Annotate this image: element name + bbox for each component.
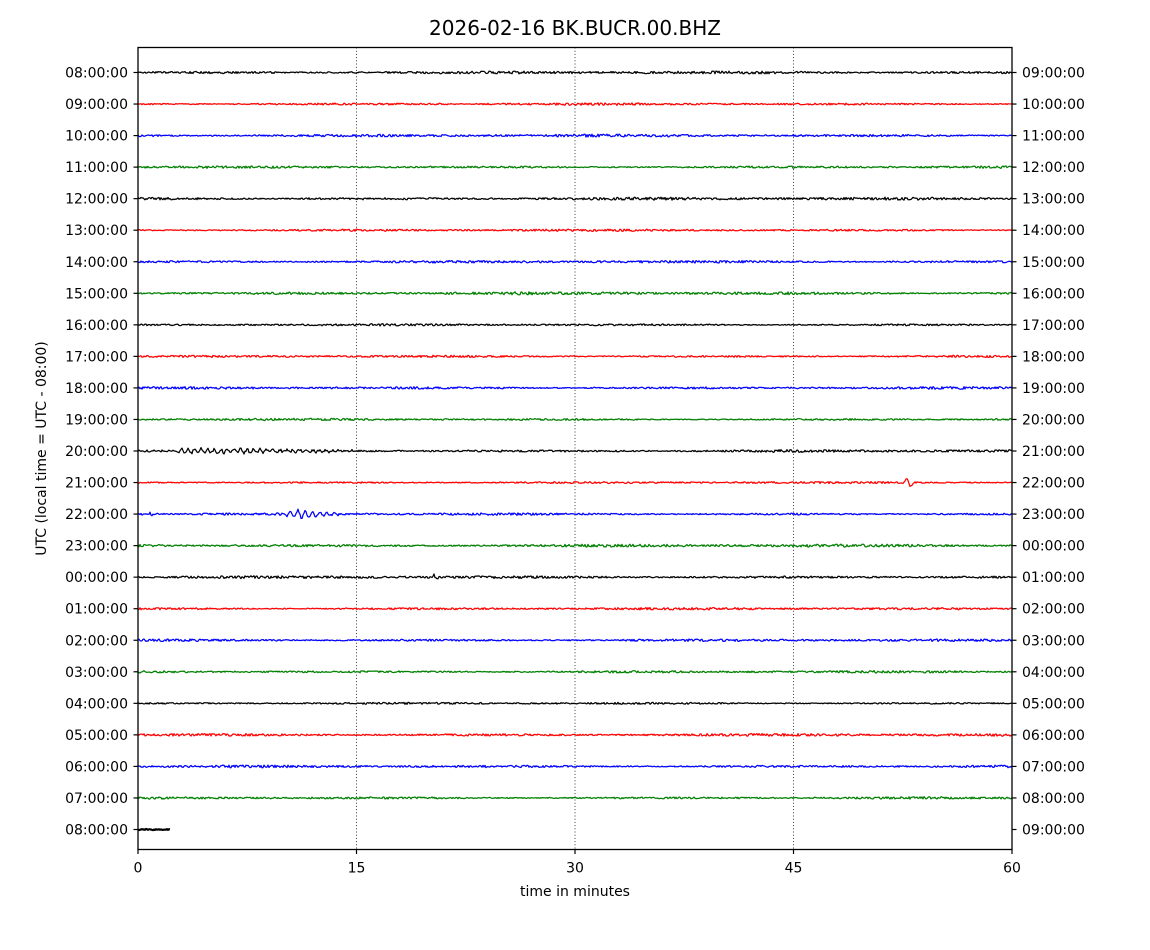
trace-190000-utc <box>137 417 1013 422</box>
trace-100000-utc <box>137 133 1013 138</box>
right-time-label-7: 16:00:00 <box>1022 286 1085 302</box>
chart-title: 2026-02-16 BK.BUCR.00.BHZ <box>429 16 721 40</box>
left-time-label-2: 10:00:00 <box>65 129 128 145</box>
left-time-label-14: 22:00:00 <box>65 507 128 523</box>
trace-130000-utc <box>137 228 1013 233</box>
left-time-label-21: 05:00:00 <box>65 728 128 744</box>
left-time-label-7: 15:00:00 <box>65 286 128 302</box>
left-time-label-22: 06:00:00 <box>65 759 128 775</box>
trace-170000-utc <box>137 354 1013 359</box>
right-time-label-13: 22:00:00 <box>1022 476 1085 492</box>
trace-010000-utc <box>137 606 1013 611</box>
left-time-label-23: 07:00:00 <box>65 791 128 807</box>
x-tick-label-60: 60 <box>1003 861 1021 877</box>
left-time-label-8: 16:00:00 <box>65 318 128 334</box>
right-time-label-18: 03:00:00 <box>1022 633 1085 649</box>
trace-110000-utc <box>138 165 1013 170</box>
trace-220000-utc <box>138 508 1013 520</box>
trace-180000-utc <box>137 386 1013 390</box>
right-time-label-5: 14:00:00 <box>1022 223 1085 239</box>
trace-200000-utc <box>137 446 1013 455</box>
trace-080000-utc <box>137 70 1013 75</box>
right-time-label-4: 13:00:00 <box>1022 192 1085 208</box>
left-time-label-19: 03:00:00 <box>65 665 128 681</box>
x-tick-label-0: 0 <box>134 861 143 877</box>
right-time-label-20: 05:00:00 <box>1022 696 1085 712</box>
trace-070000-utc <box>137 796 1013 800</box>
trace-060000-utc <box>137 764 1013 769</box>
right-time-label-23: 08:00:00 <box>1022 791 1085 807</box>
right-time-label-3: 12:00:00 <box>1022 160 1085 176</box>
trace-030000-utc <box>137 669 1013 674</box>
left-time-label-15: 23:00:00 <box>65 539 128 555</box>
left-time-label-5: 13:00:00 <box>65 223 128 239</box>
left-time-label-1: 09:00:00 <box>65 97 128 113</box>
left-time-label-12: 20:00:00 <box>65 444 128 460</box>
right-time-label-16: 01:00:00 <box>1022 570 1085 586</box>
left-time-label-0: 08:00:00 <box>65 66 128 82</box>
right-time-label-1: 10:00:00 <box>1022 97 1085 113</box>
right-time-label-0: 09:00:00 <box>1022 66 1085 82</box>
left-time-label-20: 04:00:00 <box>65 696 128 712</box>
right-time-label-12: 21:00:00 <box>1022 444 1085 460</box>
trace-210000-utc <box>138 478 1013 488</box>
right-time-label-24: 09:00:00 <box>1022 823 1085 839</box>
trace-230000-utc <box>137 543 1013 548</box>
grid-lines <box>356 47 794 850</box>
right-time-label-19: 04:00:00 <box>1022 665 1085 681</box>
right-time-label-14: 23:00:00 <box>1022 507 1085 523</box>
trace-120000-utc <box>137 196 1013 201</box>
trace-020000-utc <box>137 638 1013 643</box>
x-tick-label-45: 45 <box>785 861 803 877</box>
right-time-label-21: 06:00:00 <box>1022 728 1085 744</box>
right-time-label-6: 15:00:00 <box>1022 255 1085 271</box>
trace-040000-utc <box>137 701 1013 705</box>
left-time-label-6: 14:00:00 <box>65 255 128 271</box>
plot-frame <box>137 46 1013 851</box>
right-time-label-17: 02:00:00 <box>1022 602 1085 618</box>
trace-000000-utc <box>138 573 1013 580</box>
y-axis-label: UTC (local time = UTC - 08:00) <box>34 341 50 556</box>
right-time-label-15: 00:00:00 <box>1022 539 1085 555</box>
trace-150000-utc <box>137 291 1013 296</box>
trace-050000-utc <box>137 732 1013 737</box>
left-time-labels: 08:00:00 09:00:00 10:00:00 11:00:00 12:00:00… <box>65 66 128 839</box>
left-time-label-17: 01:00:00 <box>65 602 128 618</box>
right-time-label-11: 20:00:00 <box>1022 412 1085 428</box>
left-time-label-16: 00:00:00 <box>65 570 128 586</box>
right-time-label-10: 19:00:00 <box>1022 381 1085 397</box>
x-tick-labels: 0 15 30 45 60 <box>134 861 1021 877</box>
left-time-label-24: 08:00:00 <box>65 823 128 839</box>
right-time-label-8: 17:00:00 <box>1022 318 1085 334</box>
left-time-label-10: 18:00:00 <box>65 381 128 397</box>
axis-ticks <box>133 71 1017 854</box>
trace-lines <box>137 70 1013 832</box>
left-time-label-4: 12:00:00 <box>65 192 128 208</box>
left-time-label-3: 11:00:00 <box>65 160 128 176</box>
trace-090000-utc <box>137 102 1013 106</box>
right-time-label-22: 07:00:00 <box>1022 759 1085 775</box>
left-time-label-13: 21:00:00 <box>65 476 128 492</box>
x-tick-label-15: 15 <box>348 861 366 877</box>
right-time-label-9: 18:00:00 <box>1022 349 1085 365</box>
right-time-label-2: 11:00:00 <box>1022 129 1085 145</box>
x-axis-label: time in minutes <box>520 884 630 900</box>
trace-160000-utc <box>137 323 1013 327</box>
trace-080000-utc <box>137 827 171 832</box>
left-time-label-9: 17:00:00 <box>65 349 128 365</box>
right-time-labels: 09:00:00 10:00:00 11:00:00 12:00:00 13:00:00… <box>1022 66 1085 839</box>
left-time-label-11: 19:00:00 <box>65 412 128 428</box>
trace-140000-utc <box>137 259 1013 264</box>
x-tick-label-30: 30 <box>566 861 584 877</box>
left-time-label-18: 02:00:00 <box>65 633 128 649</box>
